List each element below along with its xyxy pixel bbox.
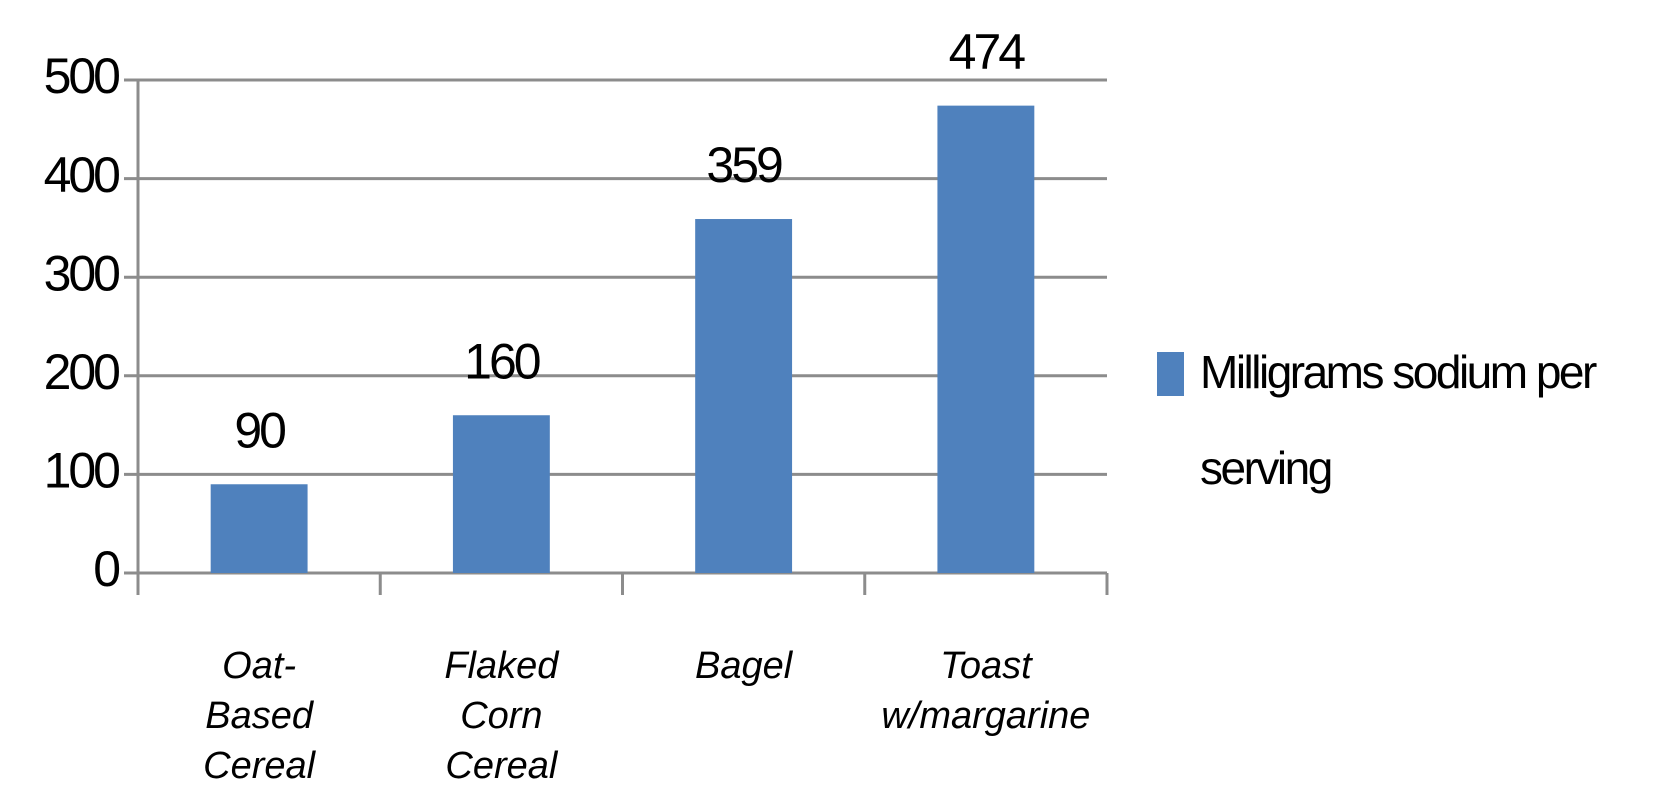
legend-swatch: [1157, 352, 1184, 396]
y-tick-label: 500: [44, 48, 120, 104]
data-label: 359: [706, 137, 782, 193]
x-tick-label: Bagel: [695, 645, 794, 687]
data-label: 160: [464, 333, 540, 389]
bar: [210, 484, 308, 573]
bar: [937, 105, 1035, 574]
data-label: 474: [949, 24, 1026, 80]
x-tick-label: Oat-Based Cereal: [203, 645, 316, 787]
y-tick-label: 300: [44, 245, 120, 301]
data-label: 90: [234, 402, 285, 458]
y-tick-label: 100: [44, 443, 120, 499]
y-tick-label: 200: [44, 344, 120, 400]
y-tick-label: 0: [93, 541, 119, 597]
y-tick-label: 400: [44, 147, 120, 203]
x-tick-label: Toast w/margarine: [881, 645, 1090, 737]
bar: [452, 415, 550, 573]
x-tick-label: Flaked Corn Cereal: [444, 645, 560, 787]
legend-label: Milligrams sodium per serving: [1200, 346, 1597, 494]
bar: [695, 219, 793, 573]
